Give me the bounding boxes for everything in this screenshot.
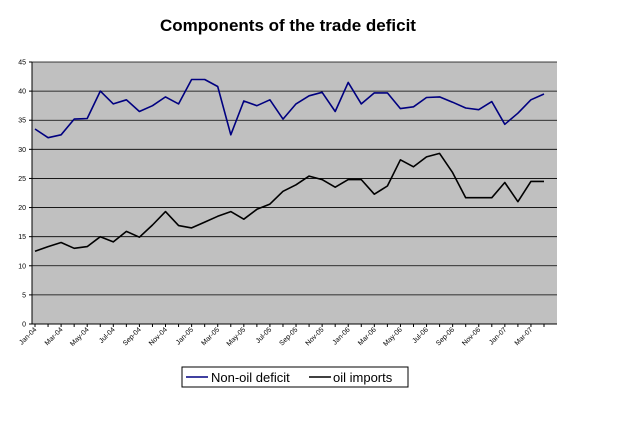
y-tick-label: 10 [18,263,26,270]
x-tick-label: May-04 [69,326,91,348]
chart-title: Components of the trade deficit [160,16,416,35]
x-tick-label: Mar-05 [200,326,221,347]
series-line-1 [34,152,544,252]
y-tick-label: 5 [22,292,26,299]
y-tick-label: 20 [18,205,26,212]
x-tick-label: Mar-06 [357,326,378,347]
y-tick-label: 35 [18,118,26,125]
x-tick-label: Jul-06 [412,326,431,345]
series-lines [34,78,545,252]
x-tick-label: Jan-05 [175,326,195,346]
x-tick-label: Jul-05 [255,326,274,345]
x-tick-label: Nov-04 [148,326,169,347]
x-tick-label: Jul-04 [98,326,117,345]
y-tick-label: 25 [18,176,26,183]
x-tick-label: Mar-04 [44,326,65,347]
y-tick-label: 30 [18,147,26,154]
x-tick-label: Jan-07 [488,326,508,346]
x-tick-label: Sep-06 [435,326,456,347]
y-tick-label: 40 [18,89,26,96]
legend-label-non-oil: Non-oil deficit [211,370,290,385]
y-axis-ticks: 0 5 10 15 20 25 30 35 40 45 [18,60,32,329]
legend: Non-oil deficit oil imports [181,366,409,388]
x-tick-label: May-05 [226,326,248,348]
x-tick-label: Nov-05 [305,326,326,347]
y-tick-label: 45 [18,60,26,67]
x-tick-label: Nov-06 [461,326,482,347]
x-tick-label: May-06 [382,326,404,348]
x-tick-label: Sep-05 [279,326,300,347]
x-tick-label: Jan-04 [18,326,38,346]
x-tick-label: Jan-06 [332,326,352,346]
y-tick-label: 0 [22,322,26,329]
x-tick-label: Sep-04 [122,326,143,347]
series-line-0 [34,78,545,139]
legend-box [181,366,409,388]
x-axis-ticks: Jan-04 Mar-04 May-04 Jul-04 Sep-04 Nov-04 Jan-… [18,324,545,348]
x-tick-label: Mar-07 [514,326,535,347]
y-tick-label: 15 [18,234,26,241]
legend-label-oil-imports: oil imports [333,370,393,385]
